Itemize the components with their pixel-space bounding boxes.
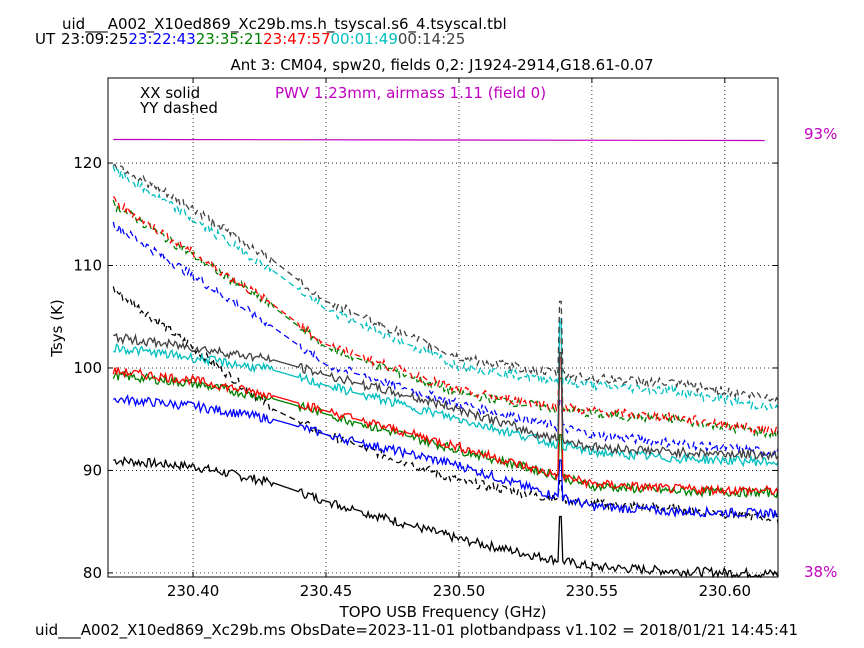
series-000149-xx (113, 321, 779, 468)
x-tick-label: 230.40 (167, 582, 220, 600)
ut-time-4: 00:01:49 (331, 30, 398, 48)
x-tick-label: 230.55 (566, 582, 619, 600)
x-tick-label: 230.60 (699, 582, 752, 600)
file-title: uid___A002_X10ed869_Xc29b.ms.h_tsyscal.s… (62, 15, 507, 34)
transmission-top-label: 93% (804, 125, 837, 143)
series-234757-yy (112, 196, 779, 437)
series-232243-yy (112, 221, 779, 458)
ut-time-5: 00:14:25 (398, 30, 465, 48)
y-tick-label: 110 (73, 257, 102, 275)
legend-xx-solid: XX solid (140, 84, 200, 102)
ut-label: UT (35, 30, 56, 48)
y-axis-label: Tsys (K) (48, 299, 66, 358)
ut-time-0: 23:09:25 (61, 30, 128, 48)
series-232243-xx (112, 394, 779, 520)
y-tick-label: 80 (83, 564, 102, 582)
ut-time-2: 23:35:21 (196, 30, 263, 48)
series-230925-xx (113, 455, 779, 579)
ut-times: 23:09:2523:22:4323:35:2123:47:5700:01:49… (61, 30, 465, 48)
series-layer (112, 138, 779, 579)
x-tick-label: 230.45 (300, 582, 353, 600)
series-230925-yy (112, 286, 779, 524)
transmission-bottom-label: 38% (804, 563, 837, 581)
series-000149-yy (112, 165, 779, 412)
y-tick-label: 100 (73, 359, 102, 377)
transmission-line (113, 138, 765, 142)
y-tick-label: 120 (73, 154, 102, 172)
legend-yy-dashed: YY dashed (139, 99, 218, 117)
ut-time-1: 23:22:43 (128, 30, 195, 48)
series-234757-xx (112, 357, 779, 497)
series-001425-yy (112, 163, 779, 404)
x-axis-label: TOPO USB Frequency (GHz) (339, 603, 547, 621)
series-001425-xx (113, 332, 779, 461)
y-tick-label: 90 (83, 461, 102, 479)
chart-title: Ant 3: CM04, spw20, fields 0,2: J1924-29… (230, 56, 653, 74)
pwv-label: PWV 1.23mm, airmass 1.11 (field 0) (275, 84, 546, 102)
plot-frame (107, 77, 779, 578)
x-tick-label: 230.50 (433, 582, 486, 600)
footer-info: uid___A002_X10ed869_Xc29b.ms ObsDate=202… (35, 621, 798, 640)
axis-ticks: 230.40 230.45 230.50 230.55 230.60 80 90 100 110… (73, 78, 778, 600)
grid-lines (108, 78, 778, 577)
ut-time-3: 23:47:57 (263, 30, 330, 48)
series-233521-yy (112, 199, 779, 440)
series-233521-xx (112, 369, 779, 499)
